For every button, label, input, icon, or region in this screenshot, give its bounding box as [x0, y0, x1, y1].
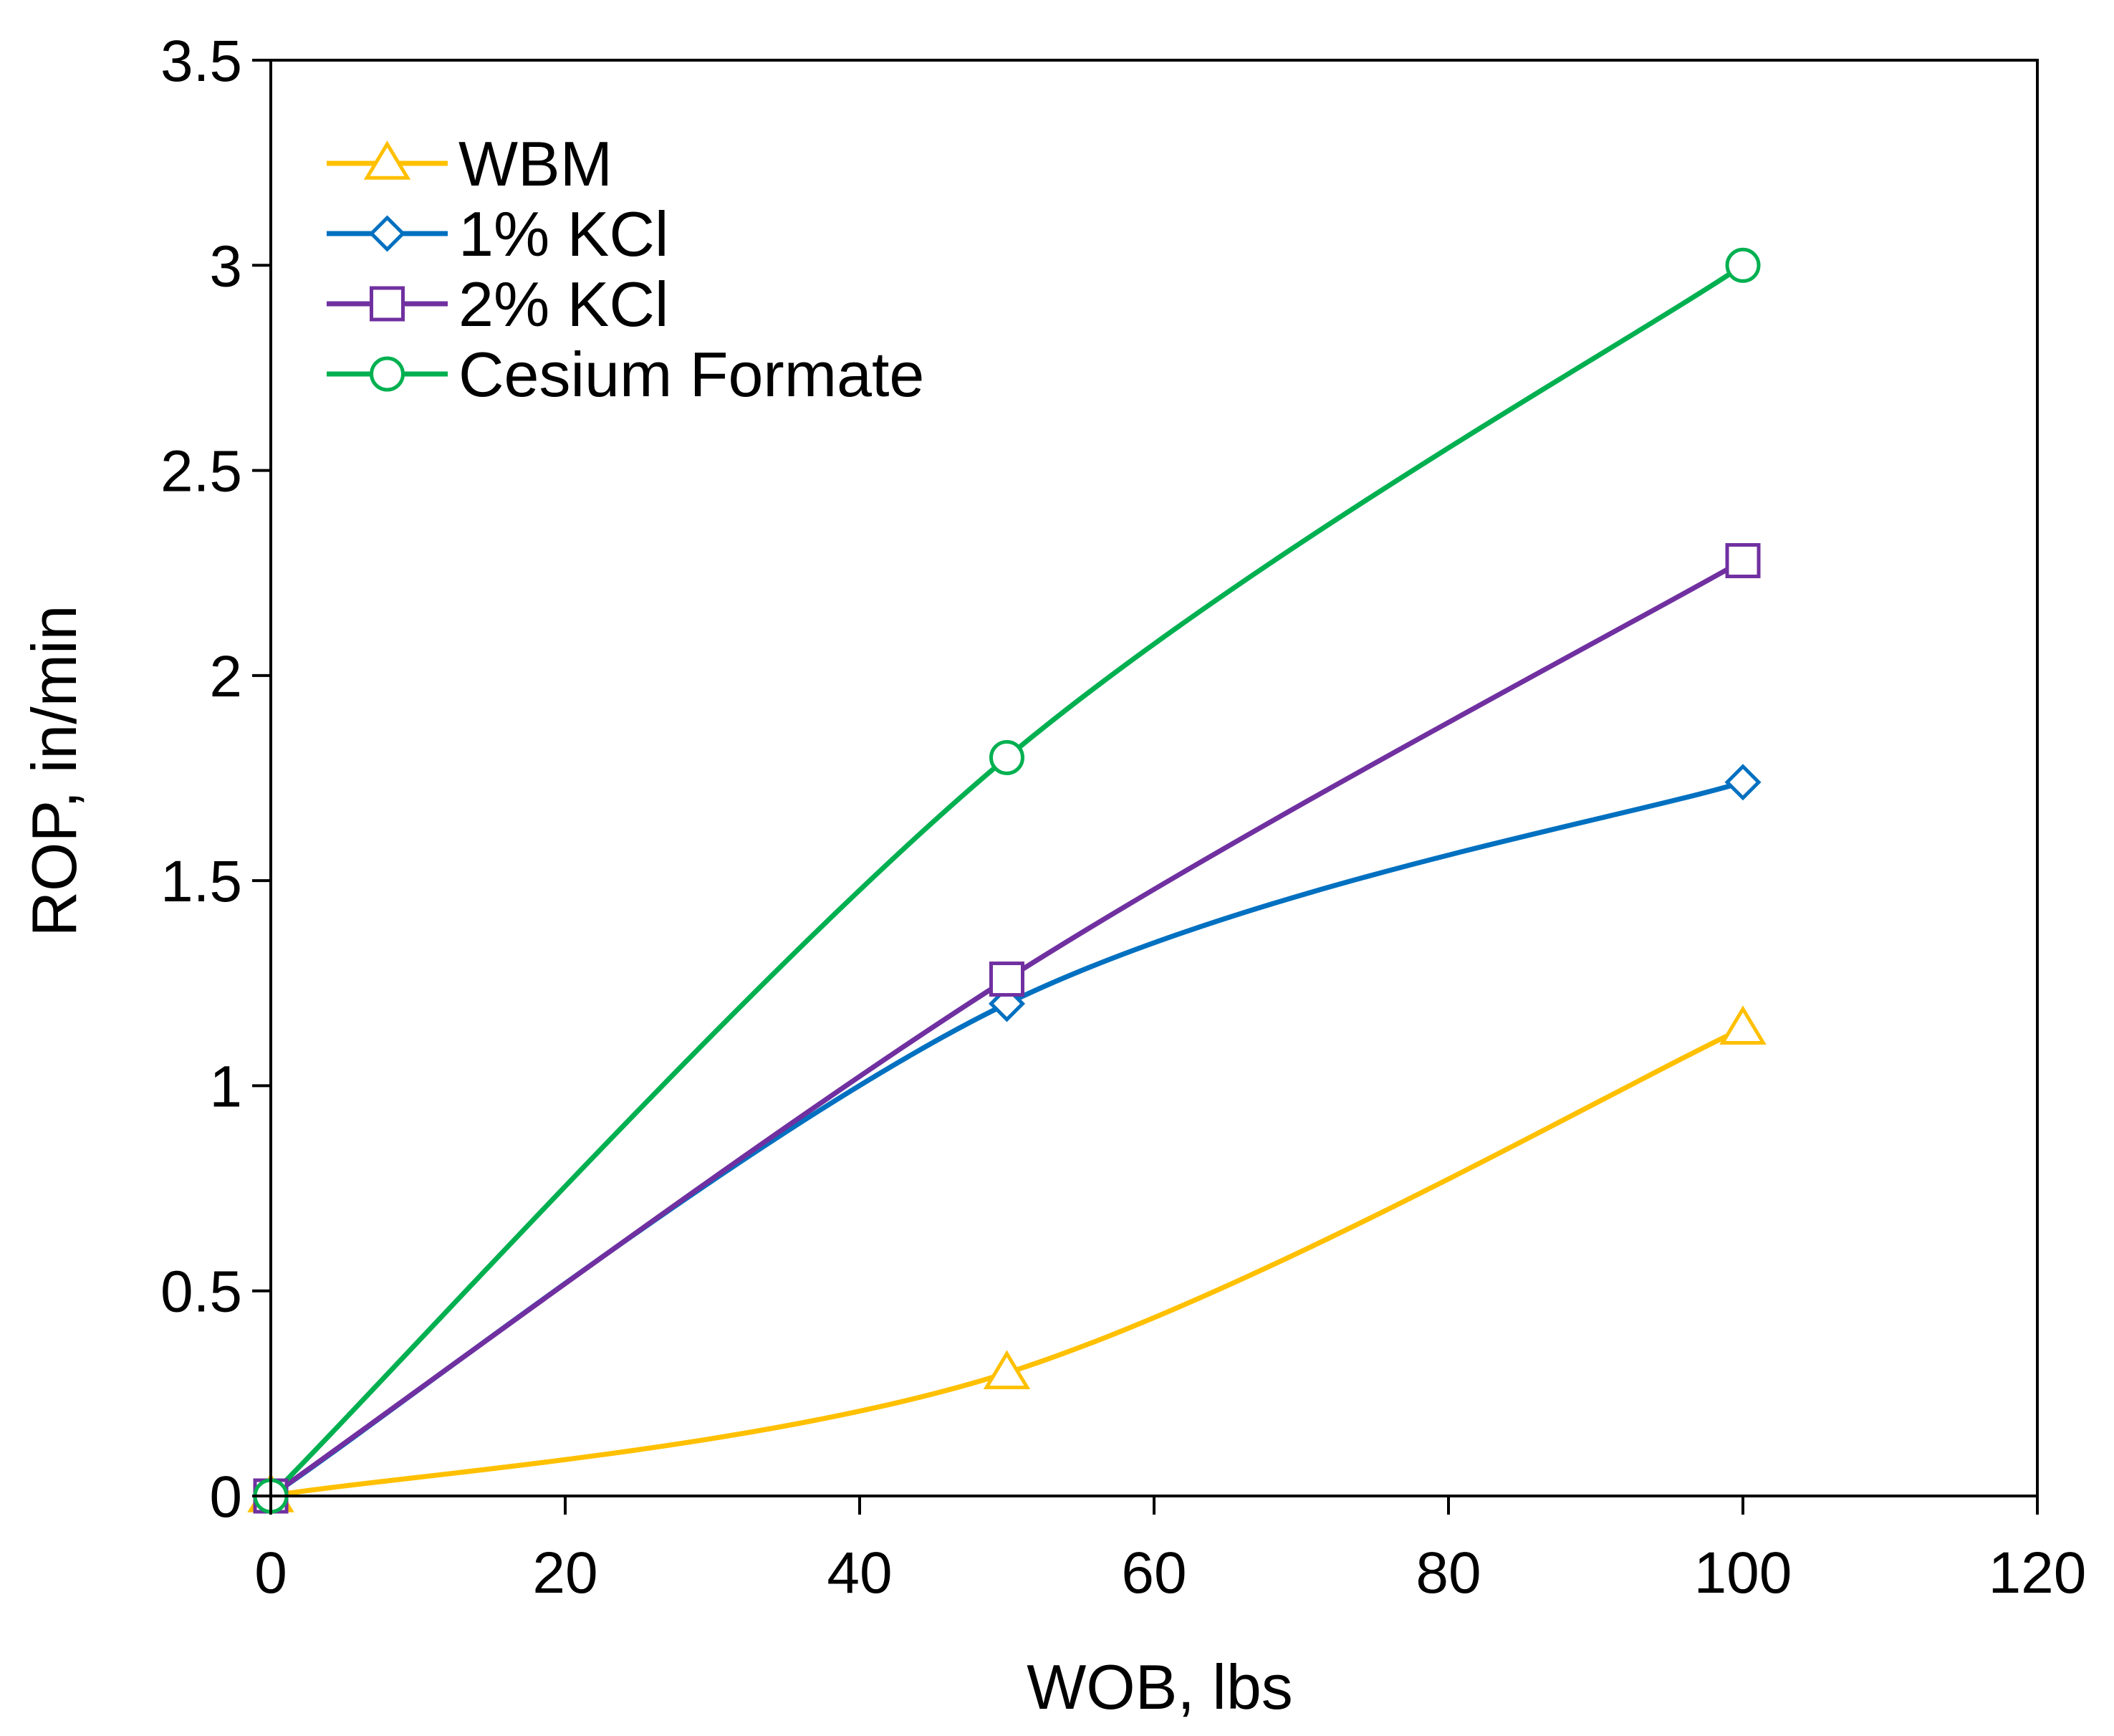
- plot-area: [252, 59, 2039, 1515]
- legend-marker-wbm: [363, 140, 411, 180]
- series-line-cesium-formate: [269, 263, 1744, 1498]
- x-axis-title: WOB, lbs: [1027, 1651, 1293, 1722]
- legend-marker-2-kcl: [370, 286, 405, 322]
- y-tick-labels: 0 0.5 1 1.5 2 2.5 3 3.5: [160, 29, 242, 1530]
- legend-marker-cesium-formate: [370, 356, 405, 392]
- y-axis-title: ROP, in/min: [19, 605, 90, 937]
- series-markers: [247, 247, 1767, 1515]
- x-tick-label: 40: [827, 1540, 892, 1606]
- y-tick-label: 3: [209, 234, 242, 299]
- data-point-wbm: [983, 1350, 1031, 1389]
- legend-label-cesium-formate: Cesium Formate: [458, 339, 924, 410]
- x-tick-label: 0: [254, 1540, 287, 1606]
- data-point-cesium-formate: [989, 739, 1024, 775]
- legend-label-1-kcl: 1% KCl: [458, 198, 668, 269]
- y-tick-label: 1: [209, 1054, 242, 1119]
- data-point-cesium-formate: [1725, 247, 1761, 283]
- x-tick-label: 60: [1121, 1540, 1186, 1606]
- y-tick-label: 3.5: [160, 29, 242, 94]
- x-tick-label: 120: [1989, 1540, 2087, 1606]
- y-tick-label: 0.5: [160, 1260, 242, 1325]
- legend-label-wbm: WBM: [458, 128, 612, 199]
- data-point-1-kcl: [1724, 764, 1762, 801]
- x-tick-label: 100: [1694, 1540, 1792, 1606]
- series-lines: [269, 263, 1744, 1499]
- x-tick-labels: 0 20 40 60 80 100 120: [254, 1540, 2086, 1606]
- y-tick-label: 1.5: [160, 849, 242, 914]
- legend-label-2-kcl: 2% KCl: [458, 269, 668, 340]
- data-point-wbm: [1719, 1005, 1767, 1045]
- y-tick-label: 2.5: [160, 439, 242, 504]
- x-tick-label: 80: [1416, 1540, 1481, 1606]
- y-tick-label: 2: [209, 644, 242, 709]
- x-tick-label: 20: [532, 1540, 597, 1606]
- legend-marker-1-kcl: [368, 215, 406, 252]
- data-point-2-kcl: [989, 961, 1024, 997]
- data-point-2-kcl: [1725, 543, 1761, 579]
- y-tick-label: 0: [209, 1464, 242, 1530]
